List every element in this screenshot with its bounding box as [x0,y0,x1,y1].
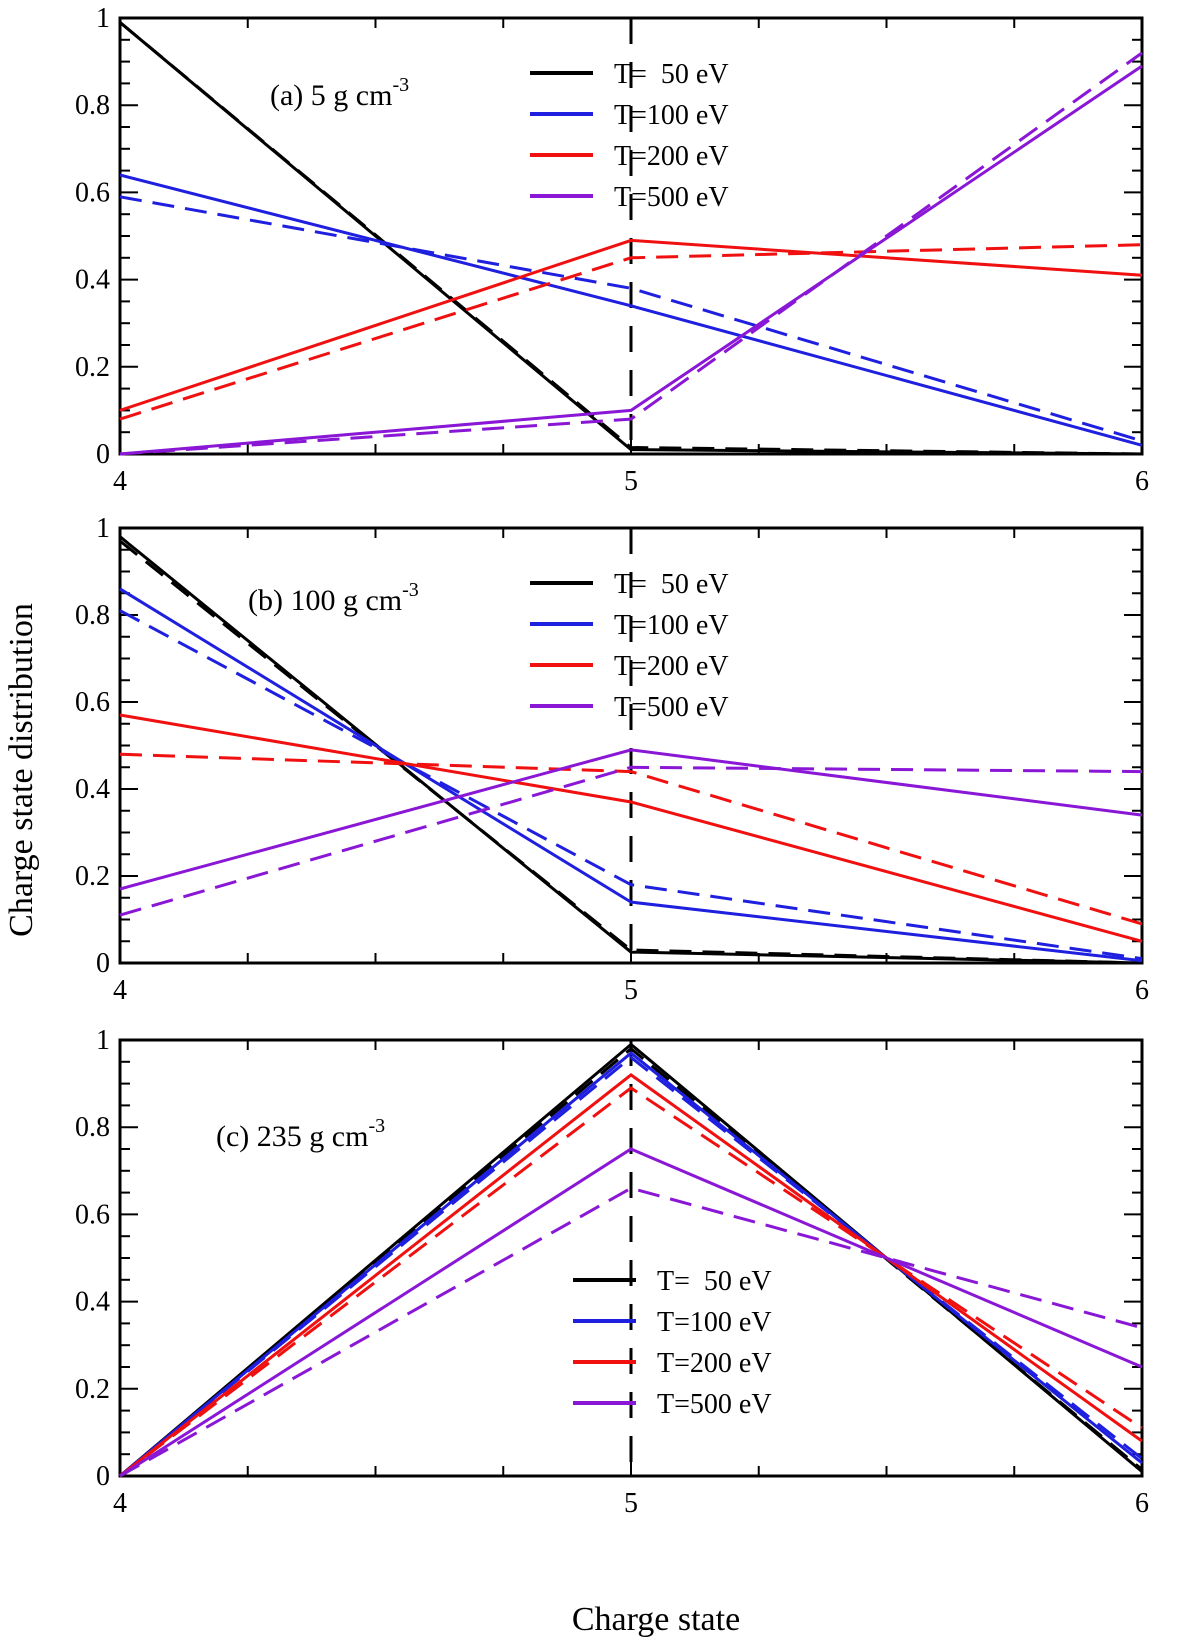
panel-label-superscript: -3 [368,1115,385,1137]
legend-label: T=500 eV [614,692,729,723]
y-tick-label: 0.8 [75,600,110,631]
legend-label: T=200 eV [614,141,729,172]
legend-label: T=500 eV [657,1389,772,1420]
panel-label: (c) 235 g cm-3 [216,1115,385,1153]
y-tick-label: 1 [96,1025,110,1056]
legend: T= 50 eV T=100 eV T=200 eV T=500 eV [530,59,729,213]
x-tick-label: 5 [624,466,638,497]
series-line-dashed [119,1046,1143,1478]
legend-label: T=200 eV [657,1348,772,1379]
y-tick-label: 0.2 [75,861,110,892]
panel-3: 00.20.40.60.814 5 6(c) 235 g cm-3T= 50 eVT… [75,1025,1149,1519]
legend-label: T=100 eV [614,610,729,641]
panel-label-superscript: -3 [392,74,409,96]
series-line-dashed [119,1086,1143,1478]
series-line-solid [119,1147,1143,1478]
y-tick-label: 0.6 [75,1199,110,1230]
series-line-solid [119,238,1143,412]
x-tick-label: 6 [1135,1488,1149,1519]
legend-label: T= 50 eV [614,569,729,600]
x-tick-label: 6 [1135,466,1149,497]
y-tick-label: 1 [96,3,110,34]
x-tick-label: 5 [624,1488,638,1519]
series-line-solid [119,748,1143,891]
series-line-solid [119,173,1143,447]
x-tick-label: 4 [113,466,127,497]
panel-label: (b) 100 g cm-3 [248,579,419,617]
legend-label: T= 50 eV [614,59,729,90]
panel-1: 0 0.2 0.4 0.6 0.8 1 4 5 6 (a) 5 g cm-3 T= 50 eV T=1… [75,3,1149,497]
y-tick-label: 0 [96,1461,110,1492]
panel-label-text: (b) 100 g cm [248,584,402,617]
y-tick-label: 0.2 [75,352,110,383]
series-line-dashed [119,21,1143,456]
x-tick-label: 5 [624,975,638,1006]
series-line-dashed [119,765,1143,917]
series-line-solid [119,587,1143,963]
legend-label: T= 50 eV [657,1266,772,1297]
y-tick-label: 1 [96,513,110,544]
series-line-dashed [119,51,1143,456]
y-axis-title: Charge state distribution [3,603,40,937]
y-tick-label: 0 [96,948,110,979]
legend-label: T=100 eV [614,100,729,131]
panel-label-superscript: -3 [402,579,419,601]
series-line-dashed [119,752,1143,926]
legend-label: T=500 eV [614,182,729,213]
x-tick-label: 6 [1135,975,1149,1006]
series-line-dashed [119,195,1143,443]
y-tick-label: 0.8 [75,90,110,121]
y-tick-label: 0.2 [75,1374,110,1405]
series-line-solid [119,713,1143,943]
series-line-dashed [119,1055,1143,1478]
series-line-dashed [119,1186,1143,1478]
legend-label: T=100 eV [657,1307,772,1338]
y-tick-label: 0.4 [75,265,110,296]
series-line-dashed [119,243,1143,421]
panel-label-text: (c) 235 g cm [216,1120,368,1153]
panel-label: (a) 5 g cm-3 [270,74,409,112]
y-tick-label: 0.4 [75,774,110,805]
series-line-dashed [119,539,1143,965]
series-line-solid [119,1073,1143,1478]
legend-label: T=200 eV [614,651,729,682]
x-tick-label: 4 [113,1488,127,1519]
y-tick-label: 0.6 [75,177,110,208]
y-tick-label: 0 [96,439,110,470]
x-axis-title: Charge state [572,1601,740,1638]
y-tick-label: 0.6 [75,687,110,718]
y-tick-label: 0.4 [75,1287,110,1318]
series-line-dashed [119,609,1143,961]
series-line-solid [119,64,1143,456]
panel-2: 00.20.40.60.814 5 6(b) 100 g cm-3 T= 50 eVT… [75,513,1149,1006]
x-tick-label: 4 [113,975,127,1006]
panel-label-text: (a) 5 g cm [270,79,392,112]
legend: T= 50 eV T=100 eV T=200 eV T=500 eV [573,1266,772,1420]
legend: T= 50 eV T=100 eV T=200 eV T=500 eV [530,569,729,723]
y-tick-label: 0.8 [75,1112,110,1143]
